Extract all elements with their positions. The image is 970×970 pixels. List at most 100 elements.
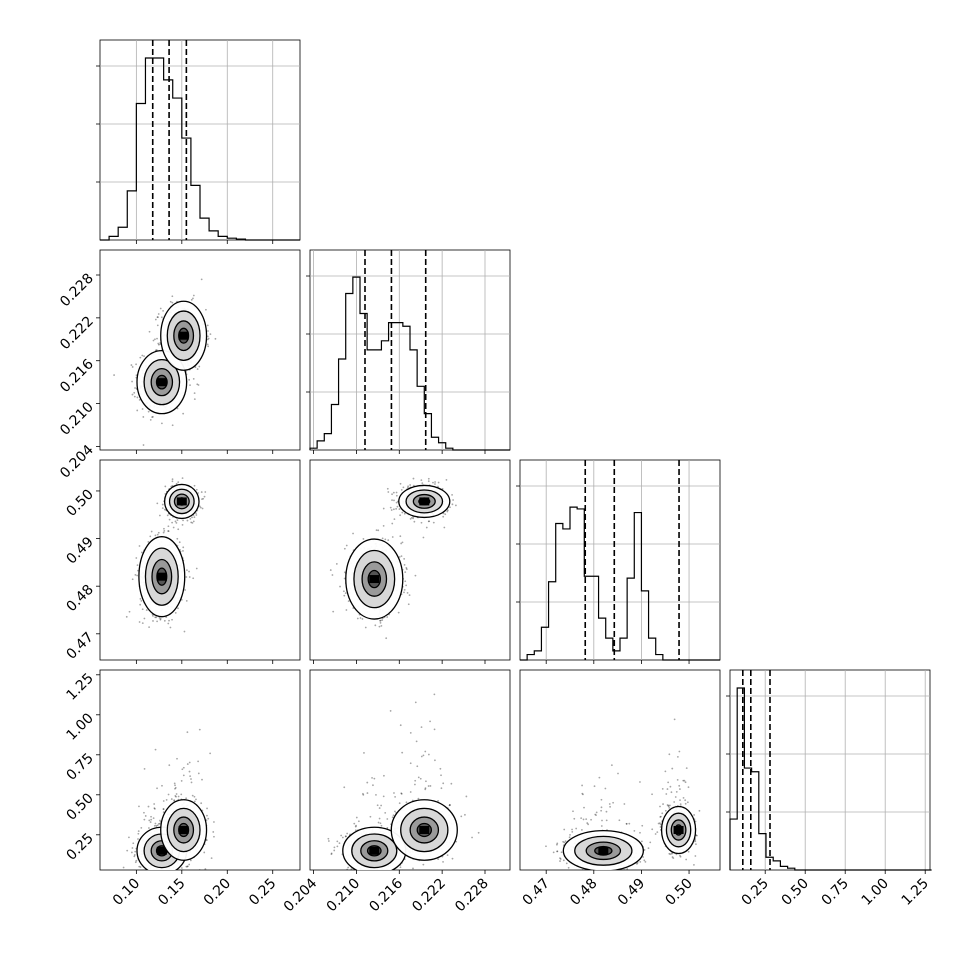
scatter-point xyxy=(446,510,449,513)
scatter-point xyxy=(159,307,162,310)
scatter-point xyxy=(140,551,143,554)
density-peak xyxy=(178,826,189,834)
scatter-point xyxy=(382,507,385,510)
panel-frame xyxy=(519,459,721,661)
scatter-point xyxy=(382,881,384,883)
scatter-point xyxy=(205,839,208,842)
scatter-point xyxy=(192,520,195,523)
scatter-point xyxy=(157,871,159,873)
density-peak xyxy=(156,846,167,855)
scatter-points xyxy=(125,477,207,633)
scatter-point xyxy=(175,521,178,524)
scatter-point xyxy=(130,364,133,366)
scatter-point xyxy=(401,511,404,514)
scatter-point xyxy=(375,870,377,872)
scatter-point xyxy=(384,538,387,541)
scatter-point xyxy=(149,877,151,879)
scatter-point xyxy=(391,522,394,525)
scatter-point xyxy=(154,534,157,537)
scatter-point xyxy=(455,504,457,507)
scatter-point xyxy=(341,836,344,839)
scatter-point xyxy=(405,584,408,587)
scatter-point xyxy=(175,795,177,798)
scatter-point xyxy=(136,574,139,577)
scatter-point xyxy=(138,545,141,547)
scatter-point xyxy=(401,541,404,544)
scatter-point xyxy=(143,617,146,620)
scatter-point xyxy=(167,525,170,528)
scatter-point xyxy=(332,610,335,613)
scatter-point xyxy=(381,537,384,540)
scatter-point xyxy=(171,875,173,877)
scatter-point xyxy=(330,852,333,855)
scatter-point xyxy=(130,851,133,854)
scatter-points xyxy=(113,278,217,446)
scatter-point xyxy=(193,484,196,487)
scatter-point xyxy=(162,800,165,802)
scatter-point xyxy=(167,622,170,625)
scatter-point xyxy=(364,626,367,629)
scatter-point xyxy=(192,294,195,297)
scatter-point xyxy=(142,444,145,446)
scatter-point xyxy=(437,481,440,484)
scatter-point xyxy=(181,477,184,480)
scatter-point xyxy=(382,524,385,527)
scatter-point xyxy=(128,836,130,839)
scatter-point xyxy=(160,875,162,877)
scatter-point xyxy=(197,384,200,386)
panel-frame xyxy=(309,669,511,871)
scatter-point xyxy=(163,508,166,511)
scatter-point xyxy=(188,863,191,866)
scatter-point xyxy=(189,384,191,386)
scatter-point xyxy=(161,503,164,506)
scatter-point xyxy=(209,333,212,335)
scatter-point xyxy=(196,383,199,386)
scatter-point xyxy=(343,577,346,580)
scatter-point xyxy=(165,798,168,801)
scatter-point xyxy=(347,866,350,869)
scatter-point xyxy=(174,784,176,787)
scatter-point xyxy=(140,599,143,602)
scatter-point xyxy=(158,875,160,877)
scatter-point xyxy=(174,787,176,790)
panel-p1-marginal xyxy=(96,39,301,241)
scatter-point xyxy=(182,519,184,522)
scatter-points xyxy=(327,693,480,883)
scatter-point xyxy=(206,814,208,817)
scatter-point xyxy=(343,547,346,550)
scatter-point xyxy=(143,768,146,770)
scatter-point xyxy=(213,835,215,838)
scatter-point xyxy=(405,567,408,569)
scatter-point xyxy=(189,518,192,520)
scatter-point xyxy=(192,297,194,300)
scatter-point xyxy=(361,618,364,620)
scatter-point xyxy=(400,488,403,491)
scatter-point xyxy=(340,834,343,837)
scatter-point xyxy=(343,594,346,597)
scatter-point xyxy=(149,821,152,823)
scatter-point xyxy=(356,617,359,620)
scatter-point xyxy=(403,563,406,566)
scatter-point xyxy=(195,512,197,515)
scatter-point xyxy=(174,786,177,789)
scatter-point xyxy=(161,507,164,510)
scatter-point xyxy=(138,621,141,623)
scatter-point xyxy=(137,838,139,840)
scatter-point xyxy=(398,556,401,558)
panel-p3-vs-p2 xyxy=(309,459,511,661)
histogram xyxy=(306,250,510,451)
panel-frame xyxy=(309,249,511,451)
scatter-point xyxy=(131,578,134,581)
scatter-point xyxy=(400,542,403,545)
scatter-point xyxy=(153,807,156,810)
scatter-point xyxy=(128,610,131,613)
scatter-point xyxy=(161,784,163,787)
density-peak xyxy=(176,497,187,506)
scatter-point xyxy=(344,835,347,838)
scatter-point xyxy=(162,808,165,811)
scatter-point xyxy=(407,486,409,489)
scatter-point xyxy=(189,859,192,862)
scatter-point xyxy=(160,316,163,319)
density-peak xyxy=(419,497,430,506)
scatter-point xyxy=(393,518,396,521)
